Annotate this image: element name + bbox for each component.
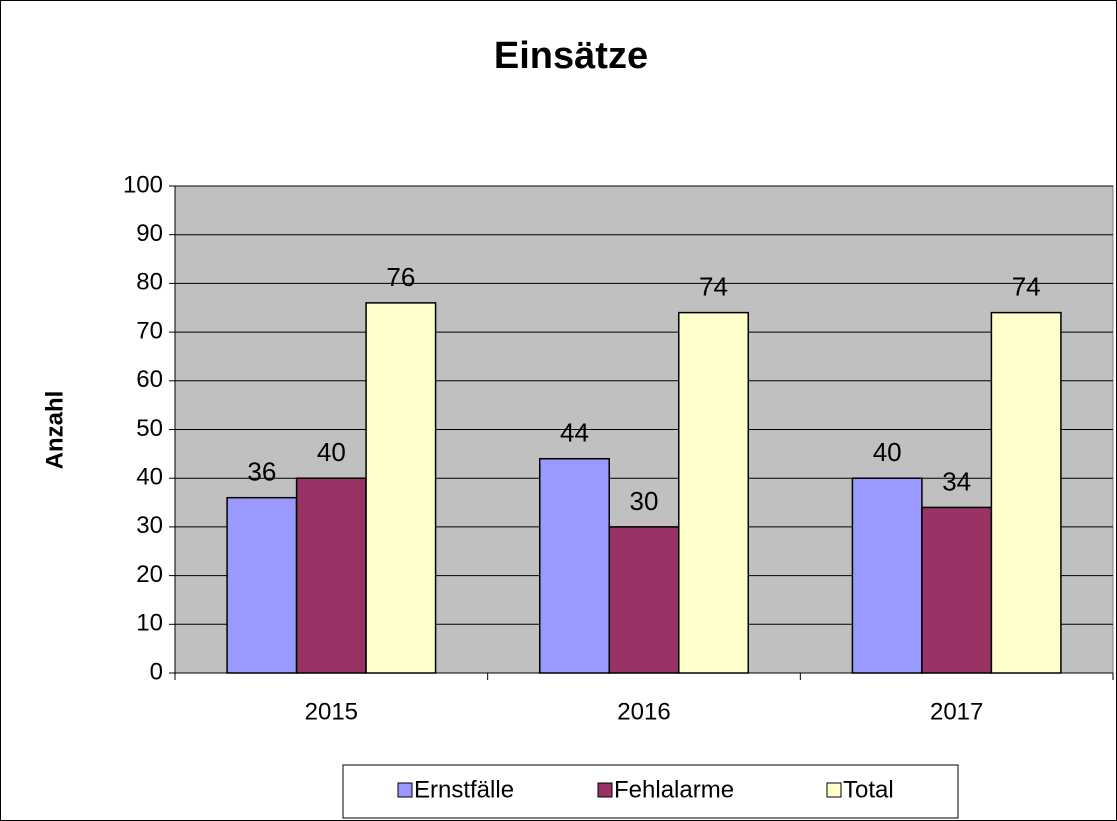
bar xyxy=(851,477,923,674)
bar xyxy=(990,311,1062,674)
chart-title: Einsätze xyxy=(494,35,648,77)
data-label: 74 xyxy=(699,271,728,301)
data-label: 36 xyxy=(247,457,276,487)
data-label: 40 xyxy=(873,437,902,467)
y-tick-label: 30 xyxy=(136,512,163,539)
y-tick-label: 70 xyxy=(136,317,163,344)
x-tick-label: 2016 xyxy=(617,698,670,725)
bar xyxy=(226,496,298,674)
data-label: 30 xyxy=(630,486,659,516)
legend-swatch xyxy=(826,782,842,798)
y-tick-label: 80 xyxy=(136,269,163,296)
legend-label: Ernstfälle xyxy=(414,776,514,803)
legend-label: Fehlalarme xyxy=(614,776,734,803)
x-tick-label: 2015 xyxy=(305,698,358,725)
bar xyxy=(921,506,993,674)
y-tick-label: 60 xyxy=(136,366,163,393)
x-tick-label: 2017 xyxy=(930,698,983,725)
y-tick-label: 20 xyxy=(136,561,163,588)
y-tick-label: 100 xyxy=(123,171,163,198)
y-tick-label: 10 xyxy=(136,610,163,637)
bar xyxy=(608,526,680,674)
bar xyxy=(678,311,749,674)
bar xyxy=(295,477,367,674)
bar xyxy=(365,302,437,674)
data-label: 74 xyxy=(1012,271,1041,301)
legend-label: Total xyxy=(843,776,894,803)
y-tick-label: 40 xyxy=(136,464,163,491)
data-label: 76 xyxy=(386,262,415,292)
y-tick-label: 0 xyxy=(150,658,163,685)
data-label: 40 xyxy=(317,437,346,467)
legend-swatch xyxy=(597,782,613,798)
legend-swatch xyxy=(397,782,413,798)
legend-box xyxy=(342,764,959,819)
data-label: 44 xyxy=(560,418,589,448)
bar xyxy=(539,457,610,674)
y-tick-label: 90 xyxy=(136,220,163,247)
y-tick-label: 50 xyxy=(136,415,163,442)
y-axis-label: Anzahl xyxy=(41,391,68,470)
data-label: 34 xyxy=(942,466,971,496)
